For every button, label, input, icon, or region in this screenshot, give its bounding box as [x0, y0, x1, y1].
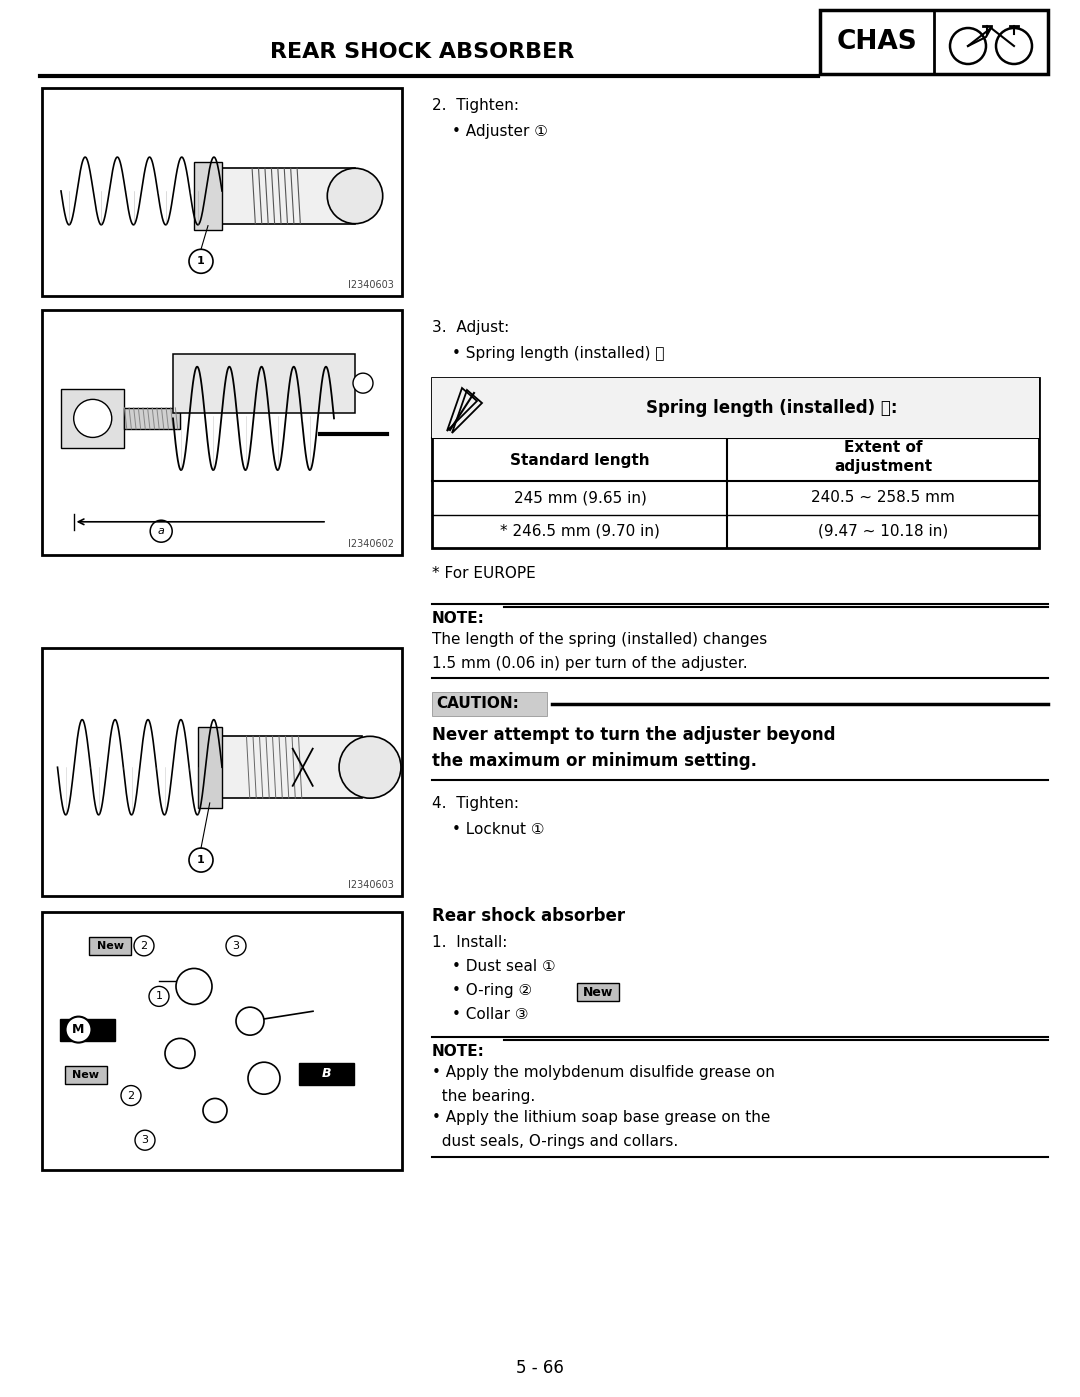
Circle shape [121, 1085, 141, 1105]
Text: Standard length: Standard length [510, 453, 650, 468]
Circle shape [353, 373, 373, 393]
Circle shape [149, 986, 168, 1006]
Text: CHAS: CHAS [837, 29, 917, 54]
Bar [42, 912, 402, 1171]
Text: 1.5 mm (0.06 in) per turn of the adjuster.: 1.5 mm (0.06 in) per turn of the adjuste… [432, 657, 747, 671]
Text: 3.  Adjust:: 3. Adjust: [432, 320, 510, 335]
Text: * For EUROPE: * For EUROPE [432, 566, 536, 581]
Bar [194, 162, 222, 229]
Circle shape [134, 936, 154, 956]
Text: dust seals, O-rings and collars.: dust seals, O-rings and collars. [432, 1134, 678, 1148]
Circle shape [165, 1038, 195, 1069]
Circle shape [150, 520, 172, 542]
Bar [60, 390, 124, 447]
Bar [198, 726, 222, 807]
Circle shape [176, 968, 212, 1004]
Text: the maximum or minimum setting.: the maximum or minimum setting. [432, 752, 757, 770]
Bar [208, 168, 355, 224]
Circle shape [237, 1007, 264, 1035]
Bar [432, 692, 546, 717]
Text: M: M [72, 1023, 84, 1037]
Text: 240.5 ~ 258.5 mm: 240.5 ~ 258.5 mm [811, 490, 955, 506]
Text: • Locknut ①: • Locknut ① [453, 821, 544, 837]
Bar [124, 408, 180, 429]
Text: I2340603: I2340603 [348, 279, 394, 291]
Text: the bearing.: the bearing. [432, 1090, 536, 1104]
Text: • O-ring ②: • O-ring ② [453, 983, 532, 997]
Bar [65, 1066, 107, 1084]
Bar [59, 1018, 114, 1041]
Circle shape [327, 168, 382, 224]
Text: a: a [158, 527, 164, 536]
Circle shape [203, 1098, 227, 1122]
Circle shape [248, 1062, 280, 1094]
Text: B: B [321, 1067, 330, 1080]
Bar [432, 379, 1039, 439]
Text: 4.  Tighten:: 4. Tighten: [432, 796, 519, 812]
Circle shape [135, 1130, 156, 1150]
Text: 1: 1 [156, 992, 162, 1002]
Text: 245 mm (9.65 in): 245 mm (9.65 in) [514, 490, 647, 506]
Bar [208, 736, 362, 798]
Text: • Spring length (installed) ⓐ: • Spring length (installed) ⓐ [453, 346, 664, 360]
Text: Spring length (installed) ⓐ:: Spring length (installed) ⓐ: [646, 400, 897, 416]
Text: 3: 3 [141, 1136, 149, 1146]
Text: 2: 2 [140, 940, 148, 951]
Bar [42, 648, 402, 895]
Text: New: New [96, 940, 123, 951]
Text: Never attempt to turn the adjuster beyond: Never attempt to turn the adjuster beyon… [432, 726, 836, 745]
Text: Extent of
adjustment: Extent of adjustment [834, 440, 932, 475]
Circle shape [73, 400, 111, 437]
Bar [432, 379, 1039, 548]
Text: * 246.5 mm (9.70 in): * 246.5 mm (9.70 in) [500, 524, 660, 538]
Text: 1: 1 [198, 855, 205, 865]
Circle shape [189, 848, 213, 872]
Text: New: New [72, 1070, 99, 1080]
Text: 1.  Install:: 1. Install: [432, 935, 508, 950]
Circle shape [226, 936, 246, 956]
Bar [820, 10, 1048, 74]
Text: 3: 3 [232, 940, 240, 951]
Bar [89, 937, 131, 954]
Text: NOTE:: NOTE: [432, 610, 485, 626]
Text: Rear shock absorber: Rear shock absorber [432, 907, 625, 925]
Text: • Collar ③: • Collar ③ [453, 1007, 528, 1023]
Text: 1: 1 [198, 256, 205, 267]
Text: 2: 2 [127, 1091, 135, 1101]
Text: NOTE:: NOTE: [432, 1044, 485, 1059]
Text: CAUTION:: CAUTION: [436, 697, 518, 711]
Text: 5 - 66: 5 - 66 [516, 1359, 564, 1377]
Bar [173, 353, 355, 412]
Text: • Dust seal ①: • Dust seal ① [453, 958, 555, 974]
Bar [577, 983, 619, 1002]
Text: • Apply the lithium soap base grease on the: • Apply the lithium soap base grease on … [432, 1111, 770, 1125]
Text: REAR SHOCK ABSORBER: REAR SHOCK ABSORBER [270, 42, 575, 61]
Text: I2340602: I2340602 [348, 539, 394, 549]
Text: New: New [583, 985, 613, 999]
Text: 2.  Tighten:: 2. Tighten: [432, 98, 519, 113]
Circle shape [66, 1017, 92, 1042]
Text: I2340603: I2340603 [348, 880, 394, 890]
Text: • Adjuster ①: • Adjuster ① [453, 124, 548, 138]
Text: • Apply the molybdenum disulfide grease on: • Apply the molybdenum disulfide grease … [432, 1065, 774, 1080]
Bar [42, 88, 402, 296]
Bar [299, 1063, 354, 1085]
Circle shape [339, 736, 401, 798]
Circle shape [189, 249, 213, 274]
Bar [42, 310, 402, 555]
Text: (9.47 ~ 10.18 in): (9.47 ~ 10.18 in) [818, 524, 948, 538]
Text: The length of the spring (installed) changes: The length of the spring (installed) cha… [432, 631, 767, 647]
